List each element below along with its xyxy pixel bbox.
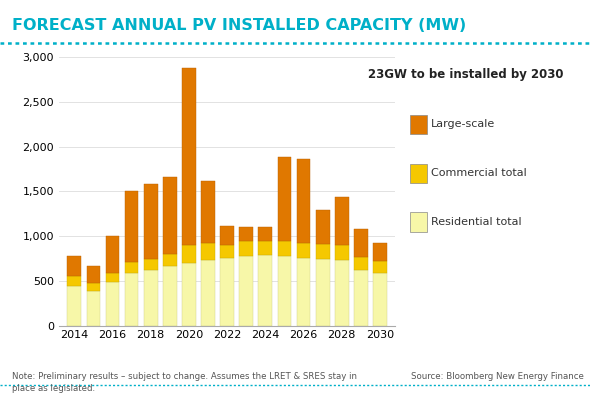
- Bar: [354, 257, 368, 270]
- Bar: [258, 255, 272, 326]
- Bar: [163, 254, 176, 266]
- Bar: [163, 266, 176, 326]
- Bar: [124, 273, 139, 326]
- Text: Large-scale: Large-scale: [431, 119, 495, 129]
- Bar: [87, 283, 100, 291]
- Bar: [277, 256, 291, 326]
- Bar: [240, 241, 253, 256]
- Bar: [316, 244, 330, 259]
- Bar: [277, 157, 291, 241]
- Text: Commercial total: Commercial total: [431, 168, 526, 178]
- Bar: [316, 259, 330, 326]
- Bar: [220, 258, 234, 326]
- Bar: [258, 227, 272, 241]
- Bar: [240, 256, 253, 326]
- Bar: [163, 177, 176, 254]
- Bar: [201, 260, 215, 326]
- Bar: [201, 243, 215, 260]
- Bar: [277, 241, 291, 256]
- Bar: [373, 243, 387, 261]
- Bar: [182, 245, 196, 263]
- Bar: [335, 245, 349, 260]
- Bar: [124, 263, 139, 273]
- Bar: [297, 159, 310, 243]
- Bar: [240, 227, 253, 241]
- Bar: [67, 286, 81, 326]
- Bar: [67, 256, 81, 276]
- Bar: [316, 210, 330, 244]
- Bar: [354, 270, 368, 326]
- Bar: [87, 291, 100, 326]
- Bar: [258, 241, 272, 255]
- Bar: [87, 266, 100, 283]
- Bar: [373, 261, 387, 273]
- Text: Residential total: Residential total: [431, 217, 522, 227]
- Bar: [220, 245, 234, 258]
- Text: Note: Preliminary results – subject to change. Assumes the LRET & SRES stay in
p: Note: Preliminary results – subject to c…: [12, 372, 357, 393]
- Bar: [144, 184, 158, 259]
- Bar: [335, 197, 349, 245]
- Text: FORECAST ANNUAL PV INSTALLED CAPACITY (MW): FORECAST ANNUAL PV INSTALLED CAPACITY (M…: [12, 18, 466, 33]
- Bar: [182, 263, 196, 326]
- Bar: [335, 260, 349, 326]
- Bar: [124, 191, 139, 263]
- Text: 23GW to be installed by 2030: 23GW to be installed by 2030: [368, 68, 564, 81]
- Bar: [144, 259, 158, 270]
- Bar: [182, 68, 196, 245]
- Bar: [67, 276, 81, 286]
- Bar: [354, 230, 368, 257]
- Bar: [220, 226, 234, 245]
- Text: Source: Bloomberg New Energy Finance: Source: Bloomberg New Energy Finance: [411, 372, 584, 381]
- Bar: [297, 243, 310, 258]
- Bar: [144, 270, 158, 326]
- Bar: [201, 182, 215, 243]
- Bar: [106, 273, 119, 282]
- Bar: [373, 273, 387, 326]
- Bar: [297, 258, 310, 326]
- Bar: [106, 282, 119, 326]
- Bar: [106, 236, 119, 273]
